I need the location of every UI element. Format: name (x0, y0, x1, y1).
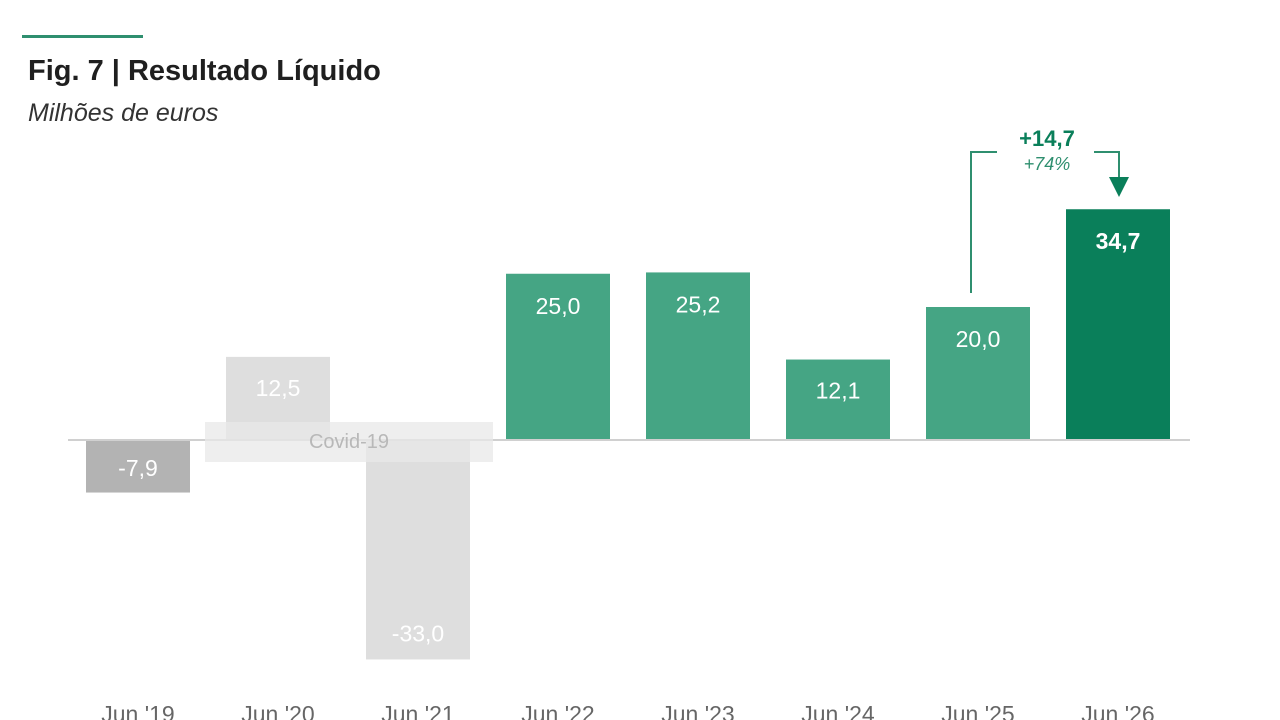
x-tick-label: Jun '26 (1081, 701, 1154, 720)
change-bracket-right (1094, 151, 1120, 178)
x-tick-label: Jun '23 (661, 701, 734, 720)
x-tick-label: Jun '20 (241, 701, 314, 720)
x-tick-label: Jun '19 (101, 701, 174, 720)
bar (506, 273, 610, 440)
data-label: 12,1 (816, 378, 861, 404)
bar (926, 307, 1030, 440)
x-tick-label: Jun '22 (521, 701, 594, 720)
data-label: 25,0 (536, 293, 581, 319)
data-label: 34,7 (1096, 228, 1141, 254)
change-percent-label: +74% (1024, 154, 1071, 174)
x-tick-label: Jun '24 (801, 701, 875, 720)
covid-box (205, 422, 493, 462)
data-label: -33,0 (392, 620, 444, 646)
chart-subtitle: Milhões de euros (28, 99, 219, 127)
data-label: 20,0 (956, 326, 1001, 352)
data-label: -7,9 (118, 455, 158, 481)
change-bracket-left (970, 151, 997, 293)
x-tick-label: Jun '21 (381, 701, 454, 720)
bar (786, 359, 890, 440)
title-accent-line (22, 35, 143, 38)
bar (1066, 209, 1170, 440)
bar (86, 440, 190, 493)
bar (366, 440, 470, 660)
covid-label: Covid-19 (309, 431, 389, 453)
change-absolute-label: +14,7 (1019, 126, 1075, 151)
change-arrow-icon (1109, 177, 1129, 197)
bar (646, 272, 750, 440)
data-label: 12,5 (256, 375, 301, 401)
x-tick-label: Jun '25 (941, 701, 1014, 720)
data-label: 25,2 (676, 291, 721, 317)
chart-title: Fig. 7 | Resultado Líquido (28, 55, 381, 87)
